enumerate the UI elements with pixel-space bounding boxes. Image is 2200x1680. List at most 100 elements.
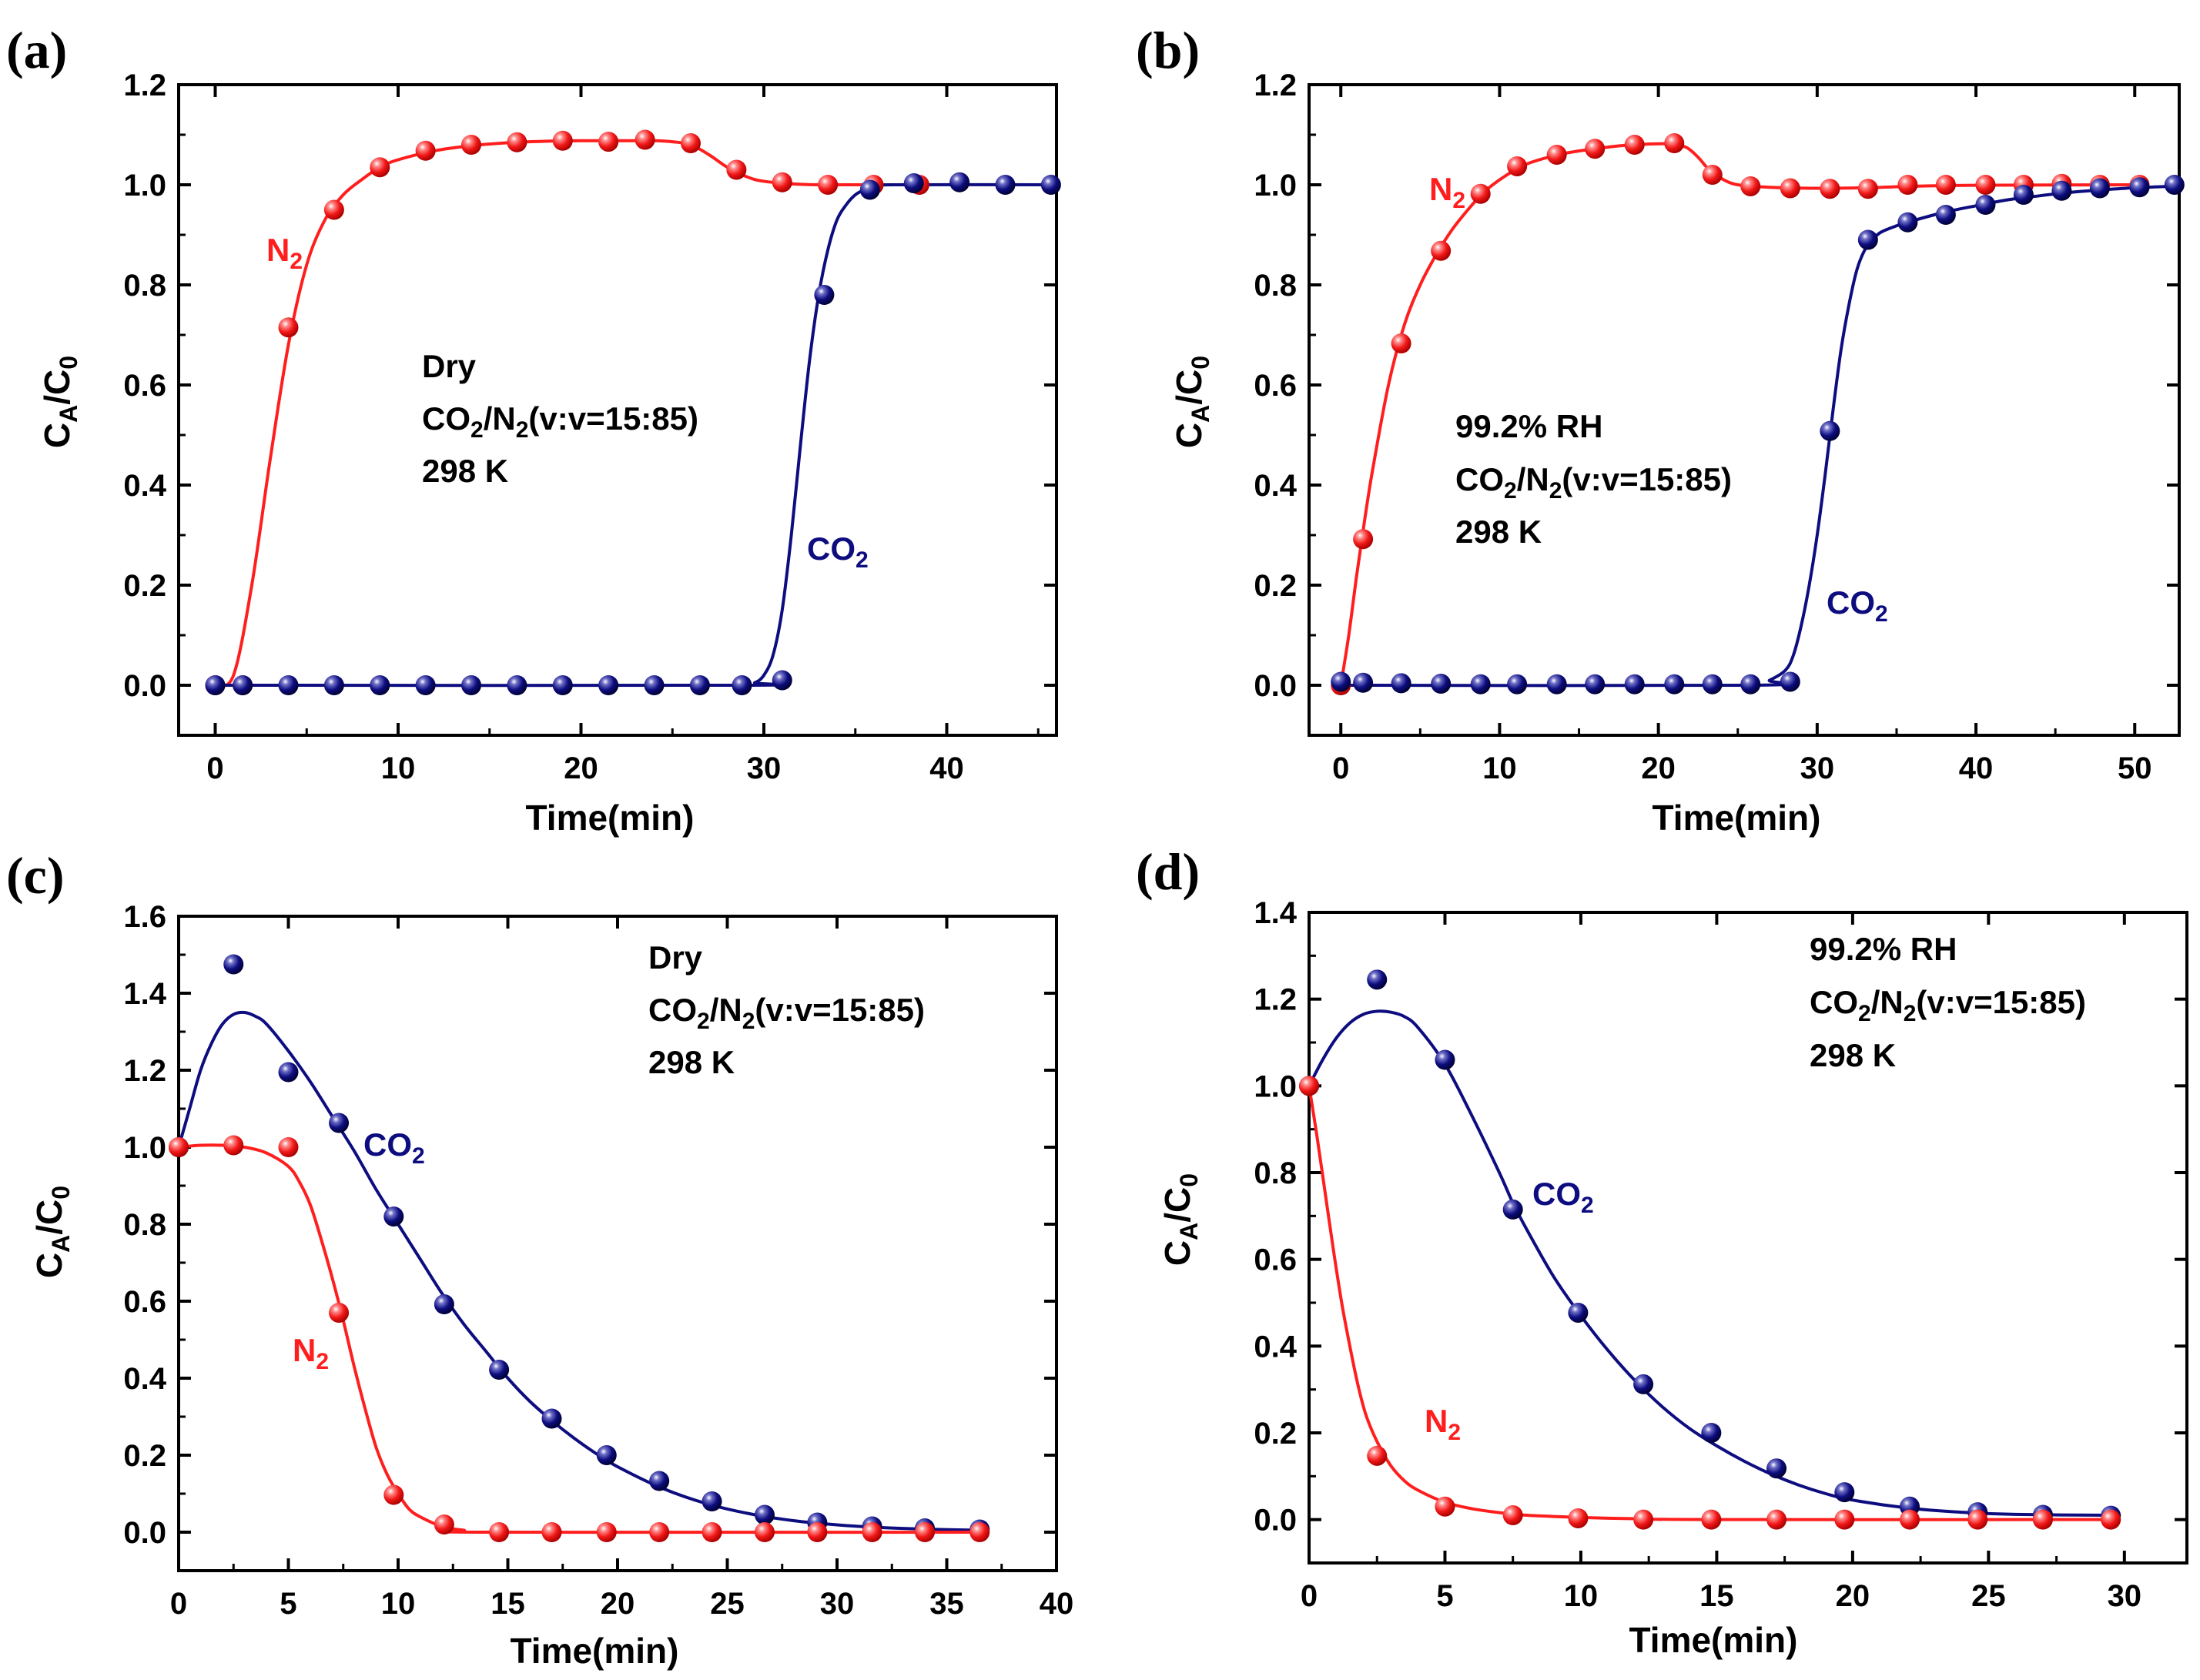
y-axis-label: CA/C0	[29, 1186, 75, 1278]
co2-series-label: CO2	[363, 1126, 425, 1169]
x-axis-label: Time(min)	[1629, 1620, 1798, 1660]
n2-data-point	[1367, 1445, 1388, 1466]
x-tick-label: 10	[381, 751, 416, 785]
y-tick-label: 0.4	[123, 469, 166, 503]
annotation-block: 99.2% RH CO2/N2(v:v=15:85) 298 K	[1810, 931, 2086, 1073]
plot-frame	[1308, 83, 2181, 737]
co2-data-point	[1568, 1302, 1589, 1323]
x-tick-label: 25	[710, 1587, 745, 1621]
co2-data-point	[649, 1471, 670, 1491]
x-tick-label: 40	[929, 751, 964, 785]
x-tick-label: 20	[564, 751, 598, 785]
co2-data-point	[507, 675, 527, 695]
co2-data-point	[434, 1294, 454, 1314]
n2-data-point	[383, 1484, 404, 1505]
co2-data-point	[772, 670, 792, 691]
co2-data-point	[1507, 674, 1528, 694]
co2-data-point	[1820, 420, 1840, 441]
n2-data-point	[1857, 179, 1878, 199]
y-tick-label: 1.0	[1254, 169, 1297, 202]
n2-series-label: N2	[1425, 1403, 1461, 1445]
n2-data-point	[541, 1522, 562, 1542]
annotation-line-3: 298 K	[1455, 514, 1542, 550]
co2-data-point	[323, 675, 344, 695]
co2-data-point	[732, 675, 752, 695]
co2-data-point	[2164, 175, 2185, 195]
svg-text:CA/C0: CA/C0	[37, 356, 82, 448]
n2-data-point	[1820, 179, 1840, 199]
n2-data-point	[1766, 1509, 1787, 1530]
y-tick-label: 1.2	[1254, 983, 1297, 1017]
n2-data-point	[818, 175, 839, 195]
n2-data-point	[1780, 178, 1800, 199]
annotation-line-3: 298 K	[648, 1044, 735, 1080]
co2-data-point	[1431, 674, 1452, 694]
annotation-line-1: 99.2% RH	[1810, 931, 1957, 967]
co2-data-point	[370, 675, 390, 695]
y-tick-label: 1.2	[123, 1054, 166, 1088]
x-tick-label: 50	[2118, 751, 2152, 785]
n2-data-point	[1624, 135, 1645, 155]
co2-data-point	[1857, 229, 1878, 250]
co2-data-point	[489, 1360, 510, 1380]
co2-data-point	[596, 1445, 617, 1465]
n2-data-point	[1701, 1509, 1722, 1530]
y-tick-label: 0.0	[123, 669, 166, 703]
n2-data-point	[1546, 145, 1567, 165]
panel-title-b: (b)	[1136, 21, 1200, 79]
annotation-line-2: CO2/N2(v:v=15:85)	[422, 400, 698, 443]
n2-fit-line	[178, 1143, 980, 1534]
annotation-line-1: Dry	[648, 939, 703, 976]
n2-data-point	[772, 172, 792, 192]
co2-data-point	[859, 179, 880, 200]
co2-data-point	[754, 1504, 775, 1525]
svg-text:CA/C0: CA/C0	[29, 1186, 75, 1278]
annotation-line-2: CO2/N2(v:v=15:85)	[1810, 984, 2086, 1026]
co2-data-point	[278, 1062, 299, 1083]
co2-data-point	[541, 1408, 562, 1429]
y-tick-label: 1.0	[123, 169, 166, 202]
co2-data-point	[2013, 185, 2034, 205]
x-axis-label: Time(min)	[511, 1631, 679, 1671]
x-tick-label: 35	[929, 1587, 964, 1621]
n2-data-point	[278, 317, 299, 338]
n2-data-point	[1834, 1509, 1855, 1530]
annotation-line-3: 298 K	[422, 453, 508, 489]
y-tick-label: 0.2	[123, 1439, 166, 1473]
n2-data-point	[1900, 1509, 1920, 1530]
y-axis-label: CA/C0	[1157, 1173, 1203, 1266]
n2-data-point	[1935, 175, 1956, 195]
svg-text:CA/C0: CA/C0	[1169, 356, 1214, 448]
n2-data-point	[1702, 165, 1723, 185]
co2-data-point	[329, 1113, 350, 1133]
n2-data-point	[323, 199, 344, 220]
n2-data-point	[278, 1137, 299, 1157]
co2-data-point	[1664, 674, 1685, 694]
co2-data-point	[278, 675, 299, 695]
y-tick-label: 1.6	[123, 900, 166, 934]
n2-data-point	[702, 1522, 722, 1542]
x-tick-label: 20	[1641, 751, 1676, 785]
plot-frame	[177, 915, 1058, 1572]
y-tick-label: 0.6	[1254, 1243, 1297, 1277]
panel-d: (d) 0 5 10 15 20 25 30 0.0 0.2 0.4 0.6 0.8 1.0 1.2 1.4…	[1136, 842, 2188, 1660]
n2-data-point	[1897, 175, 1918, 195]
co2-data-point	[644, 675, 665, 695]
y-tick-label: 0.4	[1254, 1330, 1297, 1364]
co2-fit-line	[177, 1010, 980, 1532]
n2-data-point	[1470, 183, 1491, 204]
y-tick-label: 0.8	[1254, 269, 1297, 303]
x-tick-label: 30	[747, 751, 782, 785]
n2-data-point	[1299, 1076, 1319, 1096]
y-axis-label: CA/C0	[1169, 356, 1214, 448]
co2-data-point	[1353, 672, 1374, 693]
co2-data-point	[1391, 673, 1411, 694]
x-tick-label: 10	[1564, 1579, 1599, 1613]
n2-series-label: N2	[293, 1332, 329, 1374]
n2-data-point	[507, 132, 527, 152]
n2-data-point	[415, 140, 436, 161]
annotation-block: Dry CO2/N2(v:v=15:85) 298 K	[422, 348, 698, 489]
y-tick-label: 0.0	[1254, 1504, 1297, 1538]
n2-data-point	[552, 130, 573, 151]
annotation-line-1: 99.2% RH	[1455, 408, 1602, 444]
